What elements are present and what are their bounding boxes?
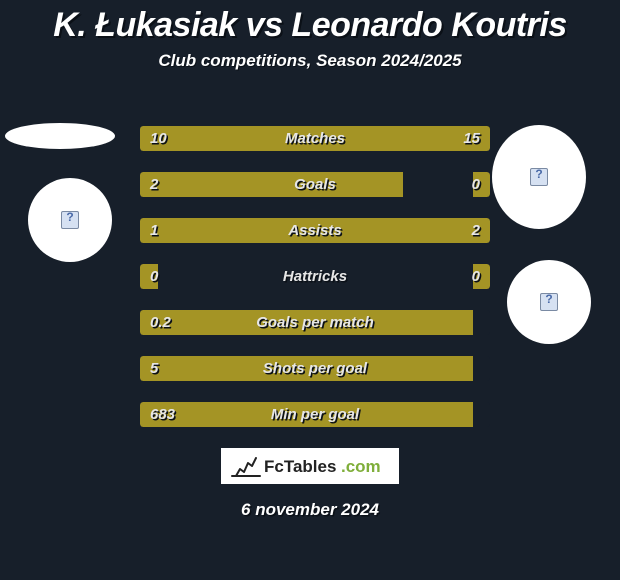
stat-fill-right xyxy=(473,264,491,289)
stat-label: Hattricks xyxy=(140,264,490,289)
stat-row: 1015Matches xyxy=(140,126,490,151)
avatar-circle-0 xyxy=(5,123,115,149)
avatar-circle-3 xyxy=(507,260,591,344)
stat-fill-right xyxy=(473,172,491,197)
date-line: 6 november 2024 xyxy=(0,500,620,520)
stat-row: 00Hattricks xyxy=(140,264,490,289)
page-subtitle: Club competitions, Season 2024/2025 xyxy=(0,51,620,71)
placeholder-icon xyxy=(540,293,558,311)
stat-fill-left xyxy=(140,218,256,243)
stat-row: 0.2Goals per match xyxy=(140,310,490,335)
fctables-logo: FcTables .com xyxy=(221,448,399,484)
stat-fill-left xyxy=(140,126,280,151)
stat-fill-right xyxy=(256,218,491,243)
svg-text:.com: .com xyxy=(341,457,381,476)
avatar-circle-1 xyxy=(28,178,112,262)
stat-bars: 1015Matches 20Goals 12Assists 00Hattricks 0.… xyxy=(140,126,490,448)
placeholder-icon xyxy=(530,168,548,186)
stat-fill-left xyxy=(140,264,158,289)
stat-fill-left xyxy=(140,172,403,197)
placeholder-icon xyxy=(61,211,79,229)
stat-fill-left xyxy=(140,356,473,381)
stat-fill-right xyxy=(280,126,490,151)
stat-row: 12Assists xyxy=(140,218,490,243)
stat-row: 5Shots per goal xyxy=(140,356,490,381)
comparison-card: K. Łukasiak vs Leonardo Koutris Club com… xyxy=(0,0,620,580)
stat-fill-left xyxy=(140,310,473,335)
avatar-circle-2 xyxy=(492,125,586,229)
stat-fill-left xyxy=(140,402,473,427)
stat-row: 20Goals xyxy=(140,172,490,197)
page-title: K. Łukasiak vs Leonardo Koutris xyxy=(0,0,620,45)
stat-row: 683Min per goal xyxy=(140,402,490,427)
svg-text:FcTables: FcTables xyxy=(264,457,336,476)
